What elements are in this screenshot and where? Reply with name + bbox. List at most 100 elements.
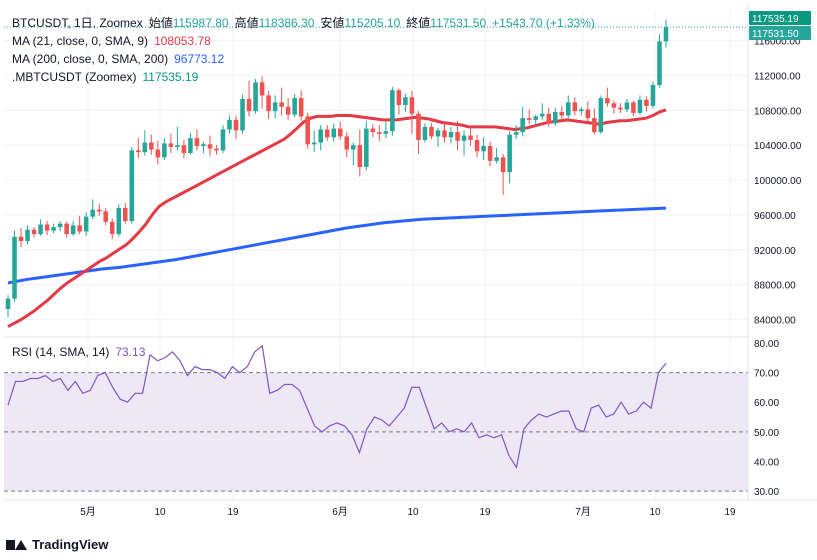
candle-body [500, 157, 506, 173]
candle [390, 86, 395, 136]
candle [129, 146, 135, 224]
candle [546, 107, 552, 127]
candle-body [259, 82, 265, 96]
mbt-label: .MBTCUSDT (Zoomex) [12, 70, 137, 84]
candle-body [337, 128, 343, 137]
candle [364, 120, 369, 171]
brand-label: TradingView [32, 537, 109, 552]
rsi-value: 73.13 [115, 345, 146, 359]
candle [552, 107, 558, 126]
candle-body [572, 102, 578, 112]
candle-body [324, 129, 330, 138]
low-value: 115205.10 [344, 16, 401, 30]
candle [637, 95, 643, 115]
candle [324, 125, 330, 141]
candle-body [364, 128, 369, 167]
candle-body [227, 119, 232, 130]
candle-body [298, 98, 304, 117]
candle-body [624, 102, 630, 110]
mbt-legend[interactable]: .MBTCUSDT (Zoomex) 117535.19 [12, 69, 204, 85]
candle-body [279, 102, 284, 107]
symbol-label[interactable]: BTCUSDT, 1日, Zoomex [12, 16, 143, 30]
open-label: 始値 [148, 16, 173, 30]
candle-body [611, 103, 617, 108]
candle-body [357, 145, 363, 167]
candle [38, 219, 43, 236]
candle [83, 212, 89, 236]
rsi-legend[interactable]: RSI (14, SMA, 14) 73.13 [12, 344, 151, 360]
candle-body [181, 145, 187, 154]
high-label: 高値 [234, 16, 259, 30]
candle-body [175, 145, 180, 147]
candle [487, 141, 493, 167]
high-value: 118386.30 [258, 16, 315, 30]
candle [96, 203, 102, 216]
candle [468, 127, 473, 147]
candle [605, 87, 610, 107]
candle-body [162, 143, 167, 158]
close-price-tag-bg [749, 26, 811, 40]
candle [370, 124, 376, 138]
candle [162, 138, 167, 160]
candle [429, 123, 434, 140]
candle-body [409, 97, 415, 114]
y-tick-label: 100000.00 [754, 176, 802, 187]
candle [168, 133, 174, 154]
candle [149, 134, 154, 155]
candle [285, 98, 291, 120]
candle-body [579, 109, 584, 112]
candle [585, 101, 591, 122]
candle [201, 141, 206, 154]
candle [435, 127, 441, 147]
candle [207, 135, 213, 157]
candle-body [149, 142, 154, 150]
candle-body [331, 128, 337, 138]
y-tick-label: 88000.00 [754, 281, 796, 292]
candle-body [507, 134, 512, 173]
candle-body [38, 224, 43, 235]
candle [181, 139, 187, 159]
rsi-tick-label: 40.00 [754, 457, 779, 468]
x-tick-label: 19 [724, 507, 736, 518]
candle-body [44, 224, 50, 231]
candle-body [5, 298, 11, 310]
candle [90, 199, 95, 220]
candle [279, 87, 284, 116]
candle [214, 145, 219, 155]
candle-body [377, 132, 382, 134]
candle [526, 109, 532, 125]
ma200-legend[interactable]: MA (200, close, 0, SMA, 200) 96773.12 [12, 51, 230, 67]
candle-body [207, 144, 213, 149]
ma200-line [7, 206, 667, 285]
candle-body [435, 130, 441, 137]
candle [618, 103, 623, 113]
candle-body [546, 113, 552, 124]
candle [559, 105, 565, 119]
candle-body [103, 211, 109, 222]
candle-body [96, 209, 102, 212]
y-tick-label: 112000.00 [754, 71, 801, 82]
candle [64, 221, 69, 238]
candle [442, 122, 447, 143]
candle [533, 114, 538, 126]
candle-body [305, 116, 310, 145]
candle [631, 100, 636, 117]
candle-body [18, 236, 24, 242]
y-tick-label: 96000.00 [754, 211, 796, 222]
candle [331, 123, 337, 142]
candle-body [233, 119, 239, 131]
tradingview-footer[interactable]: TradingView [6, 537, 108, 552]
candle [136, 138, 141, 159]
candle-body [77, 225, 82, 232]
candle-body [559, 112, 565, 116]
mbt-value: 117535.19 [142, 70, 199, 84]
candle-body [618, 107, 623, 110]
ma21-legend[interactable]: MA (21, close, 0, SMA, 9) 108053.78 [12, 33, 217, 49]
candle-body [494, 157, 499, 161]
axes: 5月 10 19 6月 10 19 7月 10 19 84000.00 88000.00 92000.… [4, 4, 817, 518]
ma200-path [7, 206, 667, 285]
candlesticks [5, 19, 669, 317]
candle [272, 95, 278, 119]
candle-body [416, 113, 421, 140]
